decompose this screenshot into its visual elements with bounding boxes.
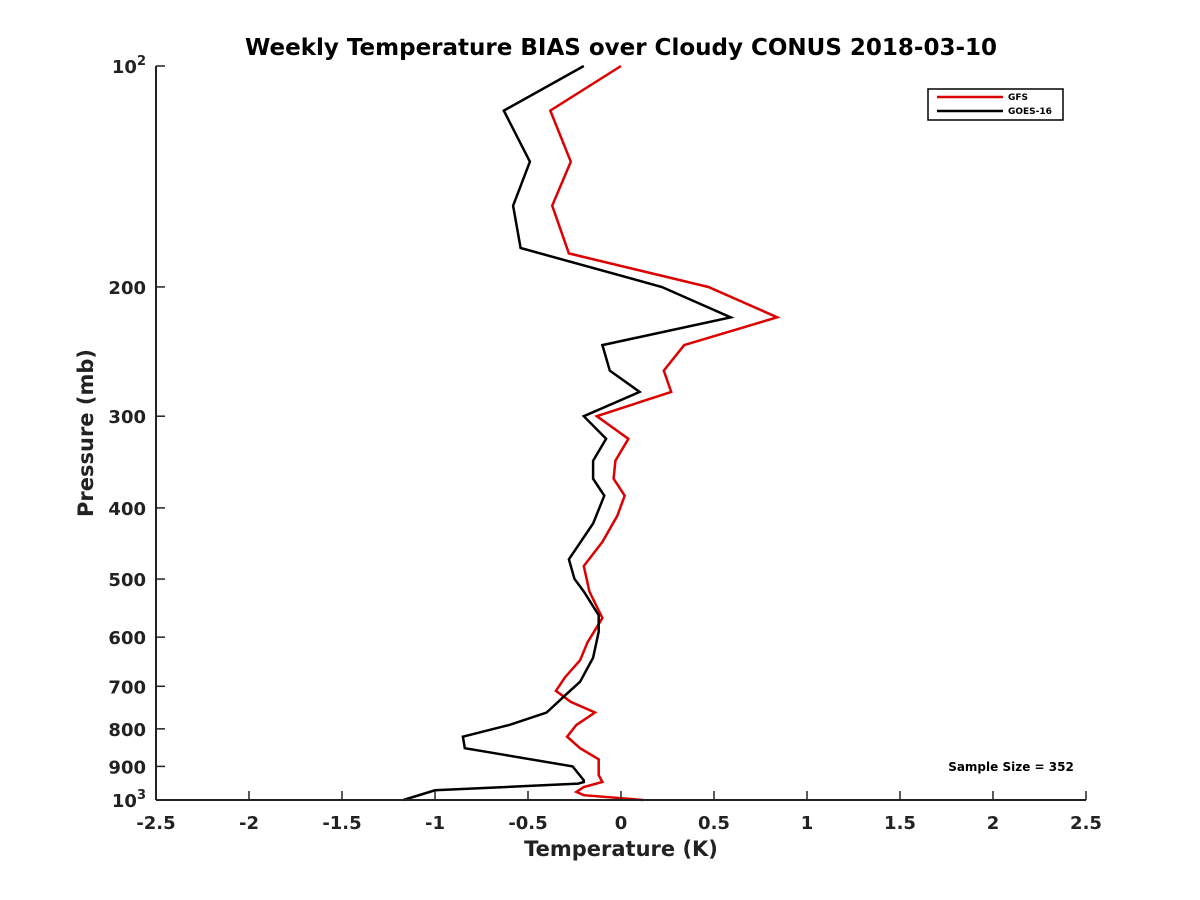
- x-tick-label: -2.5: [136, 813, 175, 834]
- chart-title: Weekly Temperature BIAS over Cloudy CONU…: [245, 35, 997, 61]
- x-tick-label: 0: [615, 813, 628, 834]
- x-axis-label: Temperature (K): [524, 837, 718, 861]
- y-tick-label: 103: [112, 788, 146, 812]
- x-ticks: -2.5 -2 -1.5 -1 -0.5 0 0.5 1 1.5 2 2.5: [136, 791, 1102, 834]
- series-line-goes16: [403, 64, 735, 802]
- legend-box: [927, 88, 1064, 121]
- x-tick-label: -1: [425, 813, 445, 834]
- series-layer: [403, 64, 781, 802]
- x-tick-label: 1: [801, 813, 814, 834]
- y-tick-label: 400: [108, 499, 146, 520]
- x-tick-label: 2.5: [1070, 813, 1102, 834]
- legend-label-goes16: GOES-16: [1008, 107, 1052, 117]
- y-tick-label: 800: [108, 720, 146, 741]
- y-tick-label: 900: [108, 757, 146, 778]
- x-tick-label: -2: [239, 813, 259, 834]
- y-ticks: 102 200 300 400 500 600 700 800 900 103: [108, 54, 165, 812]
- x-tick-label: -0.5: [508, 813, 547, 834]
- series-line-gfs: [548, 64, 781, 802]
- y-tick-label: 700: [108, 677, 146, 698]
- x-tick-label: -1.5: [322, 813, 361, 834]
- y-tick-label: 600: [108, 628, 146, 649]
- x-tick-label: 1.5: [884, 813, 916, 834]
- sample-size-annotation: Sample Size = 352: [948, 760, 1074, 774]
- legend-label-gfs: GFS: [1008, 93, 1028, 103]
- x-tick-label: 0.5: [698, 813, 730, 834]
- y-tick-label: 200: [108, 278, 146, 299]
- y-tick-label: 102: [112, 54, 146, 78]
- y-tick-label: 500: [108, 570, 146, 591]
- x-tick-label: 2: [987, 813, 1000, 834]
- y-axis-label: Pressure (mb): [74, 349, 98, 517]
- y-tick-label: 300: [108, 407, 146, 428]
- legend: GFS GOES-16: [927, 88, 1064, 121]
